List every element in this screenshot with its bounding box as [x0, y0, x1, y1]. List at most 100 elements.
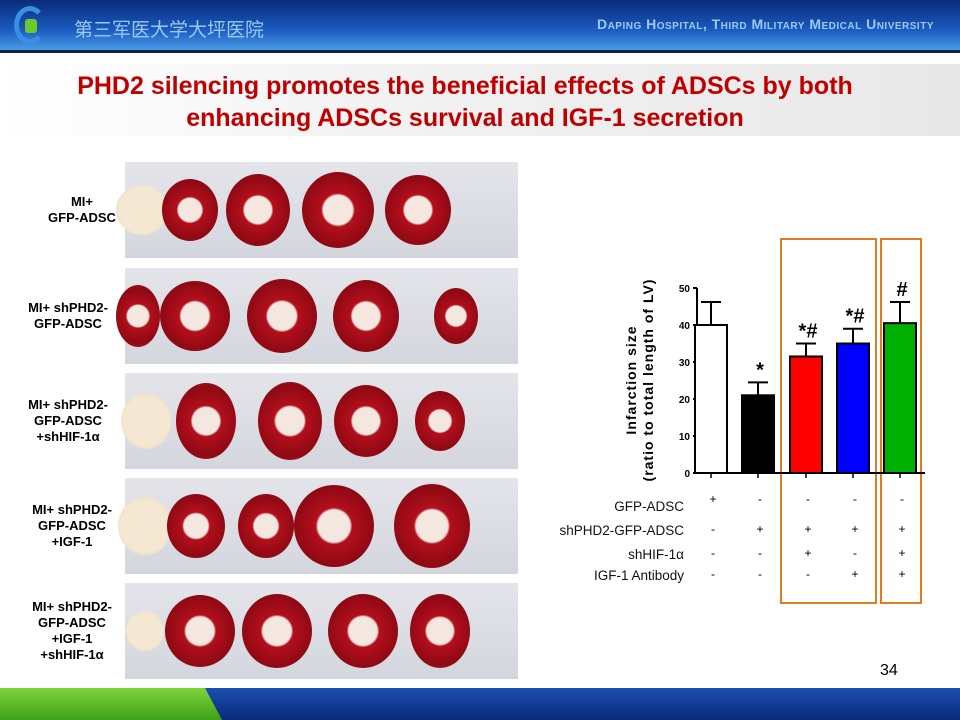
title-band: [0, 64, 960, 136]
heart-slice: [118, 497, 172, 555]
heart-slice: [116, 285, 160, 347]
condition-sign: -: [806, 567, 810, 581]
heart-slice: [242, 594, 312, 668]
hospital-logo-icon: [14, 6, 46, 44]
heart-section-photo: [116, 268, 518, 364]
panel-label-line: MI+ shPHD2-: [28, 397, 108, 412]
condition-sign: -: [758, 567, 762, 581]
hospital-name-en: Daping Hospital, Third Military Medical …: [596, 16, 934, 32]
heart-slice: [258, 382, 322, 460]
heart-section-photo: [125, 583, 518, 679]
condition-sign: -: [853, 546, 857, 560]
condition-sign: +: [851, 567, 859, 581]
heart-slice: [167, 494, 225, 558]
condition-sign: -: [853, 492, 857, 506]
condition-sign: +: [898, 522, 906, 536]
heart-slice: [160, 281, 230, 351]
condition-sign: -: [711, 546, 715, 560]
condition-sign: -: [900, 492, 904, 506]
heart-slice: [434, 288, 478, 344]
heart-slice: [415, 391, 465, 451]
bar: [694, 324, 728, 474]
panel-label-line: GFP-ADSC: [34, 316, 102, 331]
heart-slice: [334, 385, 398, 457]
bar: [836, 342, 870, 474]
heart-slice: [116, 185, 168, 235]
heart-slice: [385, 175, 451, 245]
panel-label: MI+ shPHD2- GFP-ADSC +shHIF-1α: [18, 397, 118, 445]
panel-label-line: +shHIF-1α: [36, 429, 100, 444]
panel-label-line: +shHIF-1α: [40, 647, 104, 662]
condition-sign: -: [758, 546, 762, 560]
panel-label-line: +IGF-1: [51, 534, 93, 549]
panel-label: MI+ GFP-ADSC: [32, 194, 132, 226]
heart-slice: [121, 393, 171, 449]
heart-slice: [328, 594, 398, 668]
bar: [789, 355, 823, 475]
panel-label-line: MI+ shPHD2-: [28, 300, 108, 315]
hospital-name-cn: 第三军医大学大坪医院: [74, 20, 265, 41]
condition-sign: +: [709, 492, 717, 506]
significance-marker: #: [896, 279, 907, 301]
title-line: enhancing ADSCs survival and IGF-1 secre…: [186, 104, 744, 132]
panel-label-line: GFP-ADSC: [48, 210, 116, 225]
panel-label-line: MI+ shPHD2-: [32, 502, 112, 517]
heart-slice: [165, 595, 235, 667]
panel-label-line: MI+: [70, 194, 94, 209]
panel-label-line: +IGF-1: [51, 631, 93, 646]
y-axis-label: (ratio to total length of LV): [640, 279, 656, 482]
heart-slice: [333, 280, 399, 352]
panel-label-line: GFP-ADSC: [34, 413, 102, 428]
footer-bar: [0, 688, 960, 720]
y-tick-label: 50: [679, 284, 691, 295]
condition-label: IGF-1 Antibody: [593, 568, 684, 583]
highlight-box: [780, 238, 877, 604]
panel-label: MI+ shPHD2- GFP-ADSC +IGF-1: [22, 502, 122, 550]
bar: [883, 322, 917, 474]
significance-marker: *#: [799, 321, 818, 343]
condition-sign: +: [898, 546, 906, 560]
y-tick-label: 40: [679, 321, 691, 332]
condition-label: shHIF-1α: [628, 547, 684, 562]
heart-slice: [162, 179, 218, 241]
condition-sign: -: [758, 492, 762, 506]
footer-accent: [0, 688, 222, 720]
heart-slice: [247, 279, 317, 353]
panel-label: MI+ shPHD2- GFP-ADSC: [18, 300, 118, 332]
y-tick-label: 20: [679, 395, 691, 406]
page-number: 34: [880, 662, 898, 679]
y-tick-label: 30: [679, 358, 691, 369]
heart-section-photo: [118, 478, 518, 574]
panel-label-line: GFP-ADSC: [38, 518, 106, 533]
heart-slice: [410, 594, 470, 668]
y-tick-label: 10: [679, 432, 691, 443]
condition-sign: -: [711, 567, 715, 581]
heart-slice: [176, 383, 236, 459]
condition-sign: -: [711, 522, 715, 536]
heart-slice: [294, 485, 374, 567]
highlight-box: [880, 238, 922, 604]
heart-slice: [238, 494, 294, 558]
heart-slice: [302, 172, 374, 248]
heart-slice: [394, 484, 470, 568]
condition-label: GFP-ADSC: [614, 499, 684, 514]
condition-sign: +: [898, 567, 906, 581]
heart-slice: [126, 611, 164, 651]
slide-title: PHD2 silencing promotes the beneficial e…: [0, 70, 930, 134]
panel-label: MI+ shPHD2- GFP-ADSC +IGF-1 +shHIF-1α: [22, 599, 122, 663]
condition-sign: +: [804, 546, 812, 560]
condition-sign: -: [806, 492, 810, 506]
significance-marker: *: [756, 359, 764, 381]
header-banner: 第三军医大学大坪医院 Daping Hospital, Third Milita…: [0, 0, 960, 53]
significance-marker: *#: [846, 306, 865, 328]
heart-section-photo: [121, 373, 518, 469]
condition-sign: +: [804, 522, 812, 536]
panel-label-line: MI+ shPHD2-: [32, 599, 112, 614]
condition-sign: +: [756, 522, 764, 536]
heart-slice: [226, 174, 290, 246]
panel-label-line: GFP-ADSC: [38, 615, 106, 630]
bar: [741, 394, 775, 474]
y-tick-label: 0: [684, 469, 690, 480]
y-axis-label: Infarction size: [623, 325, 639, 434]
